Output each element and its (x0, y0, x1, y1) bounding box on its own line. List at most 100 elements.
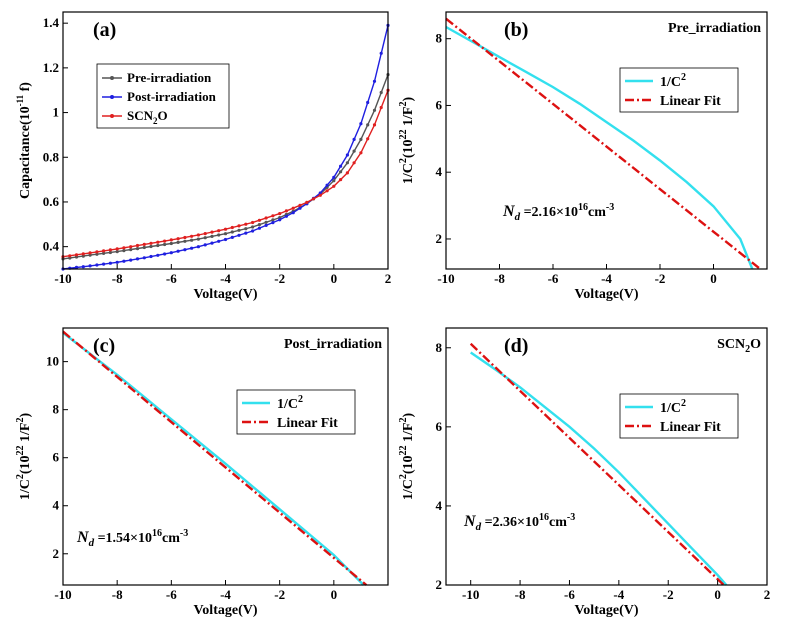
x-tick-label: -4 (220, 587, 231, 602)
data-point (88, 264, 92, 268)
data-point (169, 241, 173, 246)
x-tick-label: -6 (166, 587, 177, 602)
data-point (163, 242, 167, 247)
data-point (264, 216, 268, 220)
data-point (176, 249, 180, 253)
legend-marker (110, 114, 114, 118)
legend-box (96, 63, 230, 129)
data-point (210, 234, 214, 238)
data-point (196, 237, 200, 241)
data-point (352, 137, 356, 141)
x-tick-label: 0 (331, 271, 338, 286)
legend-label: Pre-irradiation (127, 70, 212, 85)
panel-d: -10 -8 -6 -4 -2 0 2 2 4 6 8 Voltage(V) 1/C2(1022 1/F… (398, 327, 771, 618)
legend-label: Linear Fit (660, 94, 721, 109)
data-point (108, 248, 112, 252)
legend-box (619, 393, 739, 439)
data-point (169, 238, 173, 242)
panel-b: -10 -8 -6 -4 -2 0 2 4 6 8 Voltage(V) 1/C2(1022 1/F2… (398, 11, 768, 302)
data-point (102, 249, 106, 253)
data-point (278, 212, 282, 216)
x-tick-label: 2 (764, 587, 771, 602)
y-tick-label: 8 (436, 31, 443, 46)
data-point (264, 223, 268, 227)
x-tick-label: 2 (385, 271, 392, 286)
data-point (115, 260, 119, 264)
data-point (359, 122, 363, 126)
data-point (115, 250, 119, 254)
data-point (217, 229, 221, 233)
data-point (244, 227, 248, 231)
data-point (122, 259, 126, 263)
y-tick-label: 4 (436, 164, 443, 179)
data-point (339, 170, 343, 174)
x-axis-label: Voltage(V) (574, 287, 638, 302)
data-point (115, 247, 119, 251)
y-tick-label: 6 (436, 97, 443, 112)
series-line-linear-fit (62, 330, 368, 586)
plot-frame (445, 11, 768, 270)
y-tick-label: 2 (53, 546, 60, 561)
data-point (203, 232, 207, 236)
data-point (196, 245, 200, 249)
data-point (278, 218, 282, 222)
data-point (251, 225, 255, 229)
data-point (332, 179, 336, 183)
data-point (135, 257, 140, 261)
data-point (183, 235, 187, 240)
legend-marker (110, 76, 114, 80)
data-point (251, 229, 255, 233)
data-point (135, 243, 140, 248)
data-point (129, 245, 133, 249)
x-tick-label: -2 (274, 587, 285, 602)
x-tick-label: -2 (655, 271, 666, 286)
y-tick-label: 0.8 (43, 149, 60, 164)
data-point (379, 90, 383, 95)
data-point (223, 237, 228, 242)
legend-label: Post-irradiation (127, 89, 217, 104)
series-line-inverse-c-squared (62, 331, 365, 586)
data-point (318, 191, 322, 195)
panel-title: SCN2O (717, 337, 761, 355)
data-point (149, 244, 153, 249)
data-point (223, 232, 228, 236)
x-tick-label: -10 (437, 271, 454, 286)
legend-box (619, 67, 739, 113)
data-point (291, 206, 295, 210)
data-point (183, 239, 187, 243)
x-tick-label: -2 (663, 587, 674, 602)
y-axis-label: 1/C2(1022 1/F2) (398, 97, 416, 185)
x-tick-label: -6 (548, 271, 559, 286)
y-tick-label: 1 (53, 105, 60, 120)
data-point (149, 241, 153, 245)
legend-label: 1/C2 (660, 398, 686, 416)
data-point (142, 242, 146, 246)
x-tick-label: -10 (54, 271, 71, 286)
data-point (359, 137, 363, 141)
data-point (311, 197, 316, 201)
panel-label: (b) (504, 19, 528, 41)
panel-label: (c) (93, 335, 115, 357)
data-point (203, 236, 207, 240)
legend-label: 1/C2 (660, 72, 686, 90)
data-point (223, 227, 228, 231)
panel-a: -10 -8 -6 -4 -2 0 2 0.4 0.6 0.8 1 1.2 1.4 Voltage(V) C… (15, 11, 392, 302)
x-tick-label: -2 (274, 271, 285, 286)
x-tick-label: -8 (112, 587, 123, 602)
data-point (257, 226, 261, 230)
data-point (345, 171, 349, 175)
data-point (68, 254, 72, 258)
data-point (176, 240, 180, 244)
data-point (163, 239, 167, 243)
x-tick-label: -8 (494, 271, 505, 286)
panel-title: Pre_irradiation (668, 21, 761, 36)
data-point (284, 209, 288, 213)
data-point (217, 233, 221, 237)
legend-label: Linear Fit (660, 420, 721, 435)
data-point (81, 254, 85, 258)
data-point (95, 252, 99, 256)
data-point (345, 161, 349, 165)
y-tick-label: 4 (53, 498, 60, 513)
data-point (203, 243, 207, 247)
